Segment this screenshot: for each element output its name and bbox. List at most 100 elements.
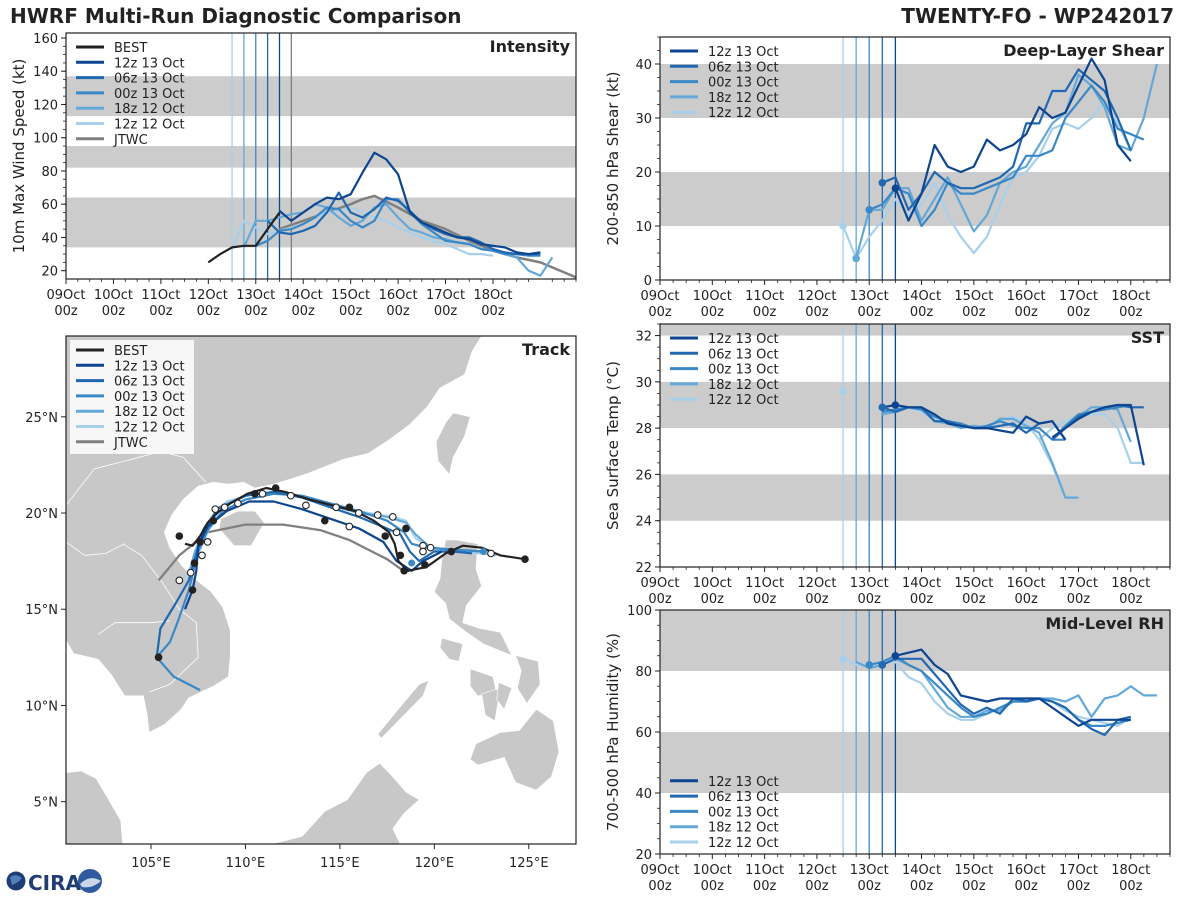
y-tick-label: 30 — [635, 376, 652, 391]
threshold-band — [660, 474, 1170, 521]
x-tick-label: 00z — [648, 879, 672, 894]
y-tick-label: 160 — [33, 32, 58, 47]
x-tick-label: 16Oct — [379, 288, 418, 303]
position-marker-open — [373, 511, 382, 519]
y-tick-label: 40 — [635, 787, 652, 802]
y-tick-label: 60 — [635, 726, 652, 741]
x-tick-label: 00z — [481, 304, 505, 319]
x-tick-label: 09Oct — [46, 288, 85, 303]
legend-label: 12z 13 Oct — [114, 56, 185, 71]
x-tick-label: 00z — [753, 879, 777, 894]
best-track-marker — [396, 551, 405, 560]
position-marker-open — [354, 509, 363, 517]
y-tick-label: 40 — [635, 58, 652, 73]
position-marker-open — [392, 528, 401, 537]
x-tick-label: 17Oct — [426, 288, 465, 303]
best-track-marker — [251, 489, 259, 498]
country-border — [97, 620, 170, 635]
panel-title: Track — [522, 340, 570, 359]
y-axis-label: 200-850 hPa Shear (kt) — [604, 72, 622, 246]
best-track-marker — [209, 516, 218, 525]
x-tick-label: 10Oct — [693, 863, 732, 878]
legend-label: 18z 12 Oct — [708, 821, 779, 836]
y-axis-label: Sea Surface Temp (°C) — [604, 361, 622, 530]
x-tick-label: 00z — [292, 304, 316, 319]
x-tick-label: 18Oct — [1111, 289, 1150, 304]
best-track-marker — [196, 538, 204, 546]
threshold-band — [66, 146, 576, 168]
legend-label: 06z 13 Oct — [708, 60, 779, 75]
y-tick-label: 140 — [33, 65, 58, 80]
legend-label: JTWC — [113, 436, 148, 451]
init-marker — [891, 184, 900, 192]
x-tick-label: 12Oct — [189, 288, 228, 303]
series-line — [895, 648, 1131, 727]
threshold-band — [660, 610, 1170, 671]
model-init-marker — [408, 559, 416, 567]
mindoro-land — [439, 637, 464, 662]
series-line — [842, 100, 1132, 260]
position-marker-open — [234, 499, 242, 508]
legend-label: 12z 13 Oct — [708, 45, 779, 60]
legend-label: 06z 13 Oct — [114, 72, 185, 87]
y-tick-label: 26 — [635, 468, 652, 483]
x-tick-label: 11Oct — [745, 289, 784, 304]
x-tick-label: 00z — [805, 592, 829, 607]
series-line — [882, 403, 1067, 441]
cira-logo: CIRA — [4, 866, 108, 896]
x-tick-label: 00z — [910, 592, 934, 607]
position-marker-open — [426, 543, 435, 552]
y-tick-label: 0 — [644, 274, 652, 289]
position-marker-open — [211, 505, 220, 514]
x-tick-label: 10Oct — [94, 288, 133, 303]
x-tick-label: 00z — [858, 305, 882, 320]
lon-tick-label: 120°E — [415, 856, 455, 871]
series-line — [894, 57, 1132, 222]
samar-leyte-land — [515, 654, 541, 705]
legend-label: BEST — [114, 41, 147, 56]
best-track-marker — [190, 559, 199, 567]
series-line — [855, 63, 1158, 259]
x-tick-label: 00z — [805, 305, 829, 320]
borneo-land — [217, 762, 576, 844]
panel-title: SST — [1131, 328, 1164, 347]
x-tick-label: 16Oct — [1007, 576, 1046, 591]
x-tick-label: 00z — [244, 304, 268, 319]
position-marker-open — [186, 568, 195, 577]
legend-label: 18z 12 Oct — [708, 378, 779, 393]
logo-text: CIRA — [28, 871, 82, 895]
x-tick-label: 12Oct — [797, 289, 836, 304]
x-tick-label: 00z — [858, 592, 882, 607]
y-tick-label: 10 — [635, 220, 652, 235]
x-tick-label: 11Oct — [141, 288, 180, 303]
position-marker-open — [203, 538, 212, 546]
best-track-marker — [320, 516, 329, 525]
threshold-band — [660, 172, 1170, 226]
init-marker — [839, 655, 847, 663]
panel-title: Mid-Level RH — [1045, 614, 1164, 633]
x-tick-label: 00z — [1014, 305, 1038, 320]
x-tick-label: 13Oct — [850, 289, 889, 304]
map-frame — [65, 335, 577, 845]
palawan-land — [377, 679, 430, 739]
legend-label: 12z 12 Oct — [114, 421, 185, 436]
threshold-band — [66, 76, 576, 117]
series-line — [881, 657, 1132, 737]
cira-logo-mark: CIRA — [6, 869, 102, 895]
y-tick-label: 28 — [635, 422, 652, 437]
x-tick-label: 09Oct — [640, 289, 679, 304]
x-tick-label: 10Oct — [693, 289, 732, 304]
lat-tick-label: 15°N — [25, 603, 58, 618]
y-tick-label: 120 — [33, 98, 58, 113]
position-marker-open — [220, 503, 229, 512]
x-tick-label: 00z — [1067, 879, 1091, 894]
x-tick-label: 12Oct — [797, 576, 836, 591]
x-tick-label: 00z — [1067, 592, 1091, 607]
series-line — [278, 151, 541, 256]
position-marker-open — [302, 501, 310, 510]
legend-label: 06z 13 Oct — [708, 347, 779, 362]
legend-label: 00z 13 Oct — [708, 363, 779, 378]
x-tick-label: 10Oct — [693, 576, 732, 591]
best-track-marker — [154, 653, 163, 662]
init-marker — [878, 403, 887, 412]
